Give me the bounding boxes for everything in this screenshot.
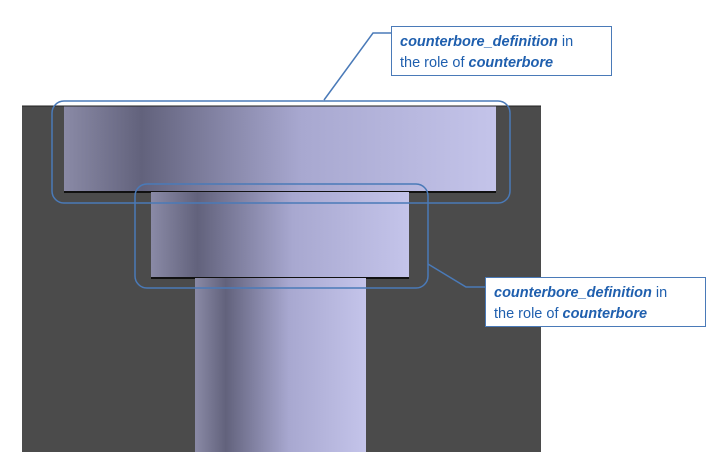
callout-line-1: counterbore_definition in <box>400 32 603 53</box>
feature-name: counterbore_definition <box>494 285 652 301</box>
role-name: counterbore <box>468 55 554 71</box>
lower-callout-leader <box>427 263 485 288</box>
in-text: in <box>557 34 574 50</box>
callout-line-1: counterbore_definition in <box>494 283 697 304</box>
role-prefix: the role of <box>400 55 469 71</box>
upper-callout-leader <box>323 32 391 101</box>
through-hole-surface <box>195 278 366 452</box>
upper-counterbore-surface <box>64 106 496 192</box>
lower-counterbore-callout: counterbore_definition in the role of co… <box>485 277 706 327</box>
lower-counterbore-highlight <box>134 183 429 289</box>
lower-counterbore-surface <box>151 192 409 278</box>
upper-counterbore-highlight <box>51 100 511 204</box>
upper-counterbore-callout: counterbore_definition in the role of co… <box>391 26 612 76</box>
in-text: in <box>651 285 668 301</box>
feature-name: counterbore_definition <box>400 34 558 50</box>
role-name: counterbore <box>562 306 648 322</box>
role-prefix: the role of <box>494 306 563 322</box>
callout-line-2: the role of counterbore <box>494 304 697 325</box>
callout-line-2: the role of counterbore <box>400 53 603 74</box>
